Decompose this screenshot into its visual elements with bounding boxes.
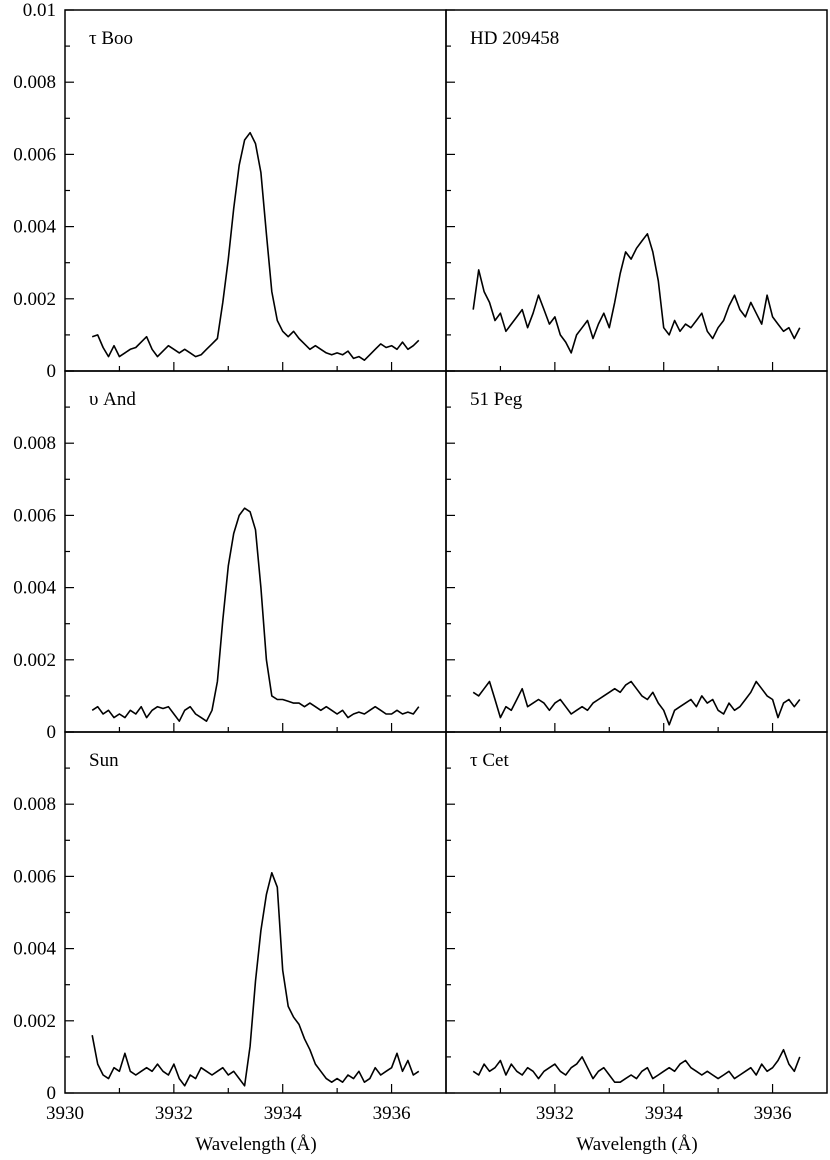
y-tick-label: 0 bbox=[47, 722, 57, 743]
x-tick-label: 3930 bbox=[46, 1103, 84, 1124]
panel-top-right: HD 209458 bbox=[445, 9, 828, 372]
panel-middle-right: 51 Peg bbox=[445, 370, 828, 733]
panel-frame-bottom-right bbox=[445, 731, 828, 1094]
y-tick-label: 0.002 bbox=[13, 289, 56, 310]
y-tick-label: 0.006 bbox=[13, 144, 56, 165]
x-tick-label: 3932 bbox=[536, 1103, 574, 1124]
x-axis-label-right: Wavelength (Å) bbox=[576, 1134, 697, 1155]
panel-top-left: 0 0.002 0.004 0.006 0.008 0.01 τ Boo bbox=[13, 0, 447, 382]
panel-label-top-left: τ Boo bbox=[89, 28, 133, 49]
x-tick-label: 3934 bbox=[264, 1103, 303, 1124]
y-tick-label: 0.006 bbox=[13, 866, 56, 887]
x-tick-label: 3936 bbox=[373, 1103, 411, 1124]
x-tick-label: 3934 bbox=[645, 1103, 684, 1124]
panel-label-bottom-left: Sun bbox=[89, 750, 119, 771]
y-tick-label: 0.002 bbox=[13, 1011, 56, 1032]
x-axis-label-left: Wavelength (Å) bbox=[195, 1134, 316, 1155]
series-line-middle-left bbox=[91, 507, 420, 723]
y-tick-label: 0.006 bbox=[13, 505, 56, 526]
panel-frame-top-left bbox=[64, 9, 447, 372]
x-tick-label: 3936 bbox=[754, 1103, 792, 1124]
y-tick-label: 0.008 bbox=[13, 72, 56, 93]
x-tick-label: 3932 bbox=[155, 1103, 193, 1124]
axis-labels-layer: Wavelength (Å) Wavelength (Å) bbox=[195, 1134, 697, 1155]
y-tick-label: 0 bbox=[47, 1083, 57, 1104]
y-tick-label: 0.004 bbox=[13, 578, 56, 599]
panel-label-middle-right: 51 Peg bbox=[470, 389, 523, 410]
panel-label-bottom-right: τ Cet bbox=[470, 750, 509, 771]
y-tick-label: 0 bbox=[47, 361, 57, 382]
panel-bottom-left: 0 0.002 0.004 0.006 0.008 3930 3932 3934 3936 Sun bbox=[13, 731, 447, 1124]
series-line-middle-right bbox=[472, 680, 801, 726]
series-line-top-right bbox=[472, 233, 801, 354]
y-tick-label: 0.004 bbox=[13, 939, 56, 960]
y-tick-label: 0.002 bbox=[13, 650, 56, 671]
y-tick-label: 0.004 bbox=[13, 217, 56, 238]
series-line-top-left bbox=[91, 131, 420, 362]
panel-label-middle-left: υ And bbox=[89, 389, 136, 410]
y-tick-label: 0.01 bbox=[23, 0, 56, 21]
y-tick-label: 0.008 bbox=[13, 433, 56, 454]
panel-bottom-right: 3932 3934 3936 τ Cet bbox=[445, 731, 828, 1124]
panel-label-top-right: HD 209458 bbox=[470, 28, 559, 49]
panel-frame-top-right bbox=[445, 9, 828, 372]
panel-frame-middle-left bbox=[64, 370, 447, 733]
y-tick-label: 0.008 bbox=[13, 794, 56, 815]
series-line-bottom-left bbox=[91, 871, 420, 1087]
panels-layer: 0 0.002 0.004 0.006 0.008 0.01 τ Boo HD 209458 0… bbox=[13, 0, 828, 1124]
panel-middle-left: 0 0.002 0.004 0.006 0.008 υ And bbox=[13, 370, 447, 743]
panel-frame-middle-right bbox=[445, 370, 828, 733]
panel-frame-bottom-left bbox=[64, 731, 447, 1094]
series-line-bottom-right bbox=[472, 1048, 801, 1083]
